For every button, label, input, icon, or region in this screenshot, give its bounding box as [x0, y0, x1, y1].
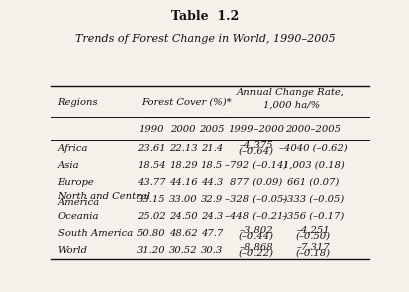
- Text: 18.5: 18.5: [200, 161, 222, 170]
- Text: 33.15: 33.15: [137, 195, 165, 204]
- Text: 24.3: 24.3: [200, 212, 222, 221]
- Text: 33.00: 33.00: [169, 195, 197, 204]
- Text: –4,251: –4,251: [296, 226, 329, 234]
- Text: –7,317: –7,317: [296, 243, 329, 252]
- Text: –4040 (–0.62): –4040 (–0.62): [279, 144, 347, 153]
- Text: 23.61: 23.61: [137, 144, 165, 153]
- Text: 1,003 (0.18): 1,003 (0.18): [282, 161, 344, 170]
- Text: –356 (–0.17): –356 (–0.17): [281, 212, 344, 221]
- Text: 47.7: 47.7: [200, 229, 222, 238]
- Text: Trends of Forest Change in World, 1990–2005: Trends of Forest Change in World, 1990–2…: [74, 34, 335, 44]
- Text: 48.62: 48.62: [169, 229, 197, 238]
- Text: Europe: Europe: [57, 178, 94, 187]
- Text: 30.52: 30.52: [169, 246, 197, 255]
- Text: –4,375: –4,375: [239, 140, 272, 150]
- Text: Oceania: Oceania: [57, 212, 99, 221]
- Text: 44.3: 44.3: [200, 178, 222, 187]
- Text: (–0.18): (–0.18): [295, 249, 330, 258]
- Text: –328 (–0.05): –328 (–0.05): [225, 195, 287, 204]
- Text: (–0.50): (–0.50): [295, 232, 330, 241]
- Text: South America: South America: [57, 229, 133, 238]
- Text: 24.50: 24.50: [169, 212, 197, 221]
- Text: America: America: [57, 198, 100, 207]
- Text: (–0.44): (–0.44): [238, 232, 273, 241]
- Text: 1999–2000: 1999–2000: [228, 126, 283, 134]
- Text: 2005: 2005: [198, 126, 224, 134]
- Text: 2000–2005: 2000–2005: [285, 126, 341, 134]
- Text: 18.29: 18.29: [169, 161, 197, 170]
- Text: Africa: Africa: [57, 144, 88, 153]
- Text: 50.80: 50.80: [137, 229, 165, 238]
- Text: 1990: 1990: [138, 126, 164, 134]
- Text: Asia: Asia: [57, 161, 79, 170]
- Text: 2000: 2000: [170, 126, 196, 134]
- Text: (–0.64): (–0.64): [238, 147, 273, 156]
- Text: 21.4: 21.4: [200, 144, 222, 153]
- Text: –448 (–0.21): –448 (–0.21): [225, 212, 287, 221]
- Text: –333 (–0.05): –333 (–0.05): [281, 195, 344, 204]
- Text: (–0.22): (–0.22): [238, 249, 273, 258]
- Text: 43.77: 43.77: [137, 178, 165, 187]
- Text: –3,802: –3,802: [239, 226, 272, 234]
- Text: 44.16: 44.16: [169, 178, 197, 187]
- Text: Table  1.2: Table 1.2: [171, 10, 238, 23]
- Text: 25.02: 25.02: [137, 212, 165, 221]
- Text: World: World: [57, 246, 88, 255]
- Text: 661 (0.07): 661 (0.07): [287, 178, 339, 187]
- Text: 22.13: 22.13: [169, 144, 197, 153]
- Text: –8,868: –8,868: [239, 243, 272, 252]
- Text: 30.3: 30.3: [200, 246, 222, 255]
- Text: North and Central: North and Central: [57, 192, 151, 201]
- Text: 32.9: 32.9: [200, 195, 222, 204]
- Text: –792 (–0.14): –792 (–0.14): [225, 161, 287, 170]
- Text: Annual Change Rate,
1,000 ha/%: Annual Change Rate, 1,000 ha/%: [237, 88, 344, 109]
- Text: 18.54: 18.54: [137, 161, 165, 170]
- Text: Forest Cover (%)*: Forest Cover (%)*: [141, 98, 231, 107]
- Text: 31.20: 31.20: [137, 246, 165, 255]
- Text: 877 (0.09): 877 (0.09): [229, 178, 282, 187]
- Text: Regions: Regions: [57, 98, 98, 107]
